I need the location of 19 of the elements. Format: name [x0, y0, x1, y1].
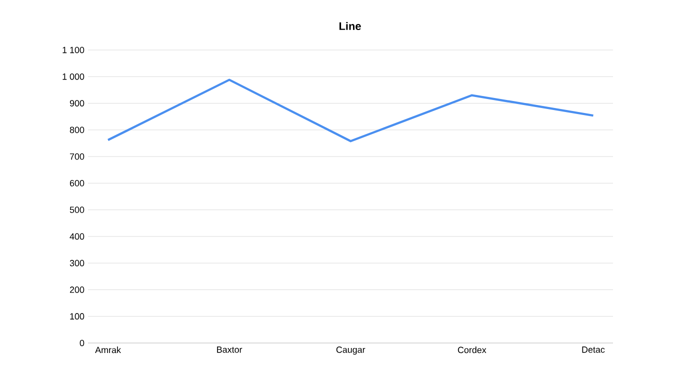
x-tick-label: Amrak	[95, 346, 121, 354]
y-tick-label: 900	[70, 100, 84, 106]
y-tick-label: 400	[70, 233, 84, 240]
y-tick-label: 0	[80, 340, 84, 346]
x-tick-label: Baxtor	[217, 346, 242, 353]
y-tick-label: 500	[70, 206, 84, 213]
x-tick-label: Cordex	[458, 346, 486, 354]
x-tick-label: Detac	[582, 346, 605, 353]
line-series	[106, 78, 594, 142]
y-tick-label: 700	[70, 153, 84, 160]
y-tick-label: 200	[70, 286, 84, 293]
y-tick-label: 100	[70, 313, 84, 320]
chart-title: Line	[339, 22, 361, 30]
y-tick-label: 800	[70, 126, 84, 134]
y-tick-label: 300	[70, 260, 84, 266]
y-tick-label: 600	[70, 180, 84, 186]
y-tick-label: 1 100	[62, 46, 84, 54]
x-tick-label: Caugar	[336, 346, 366, 355]
y-tick-label: 1 000	[62, 73, 84, 80]
